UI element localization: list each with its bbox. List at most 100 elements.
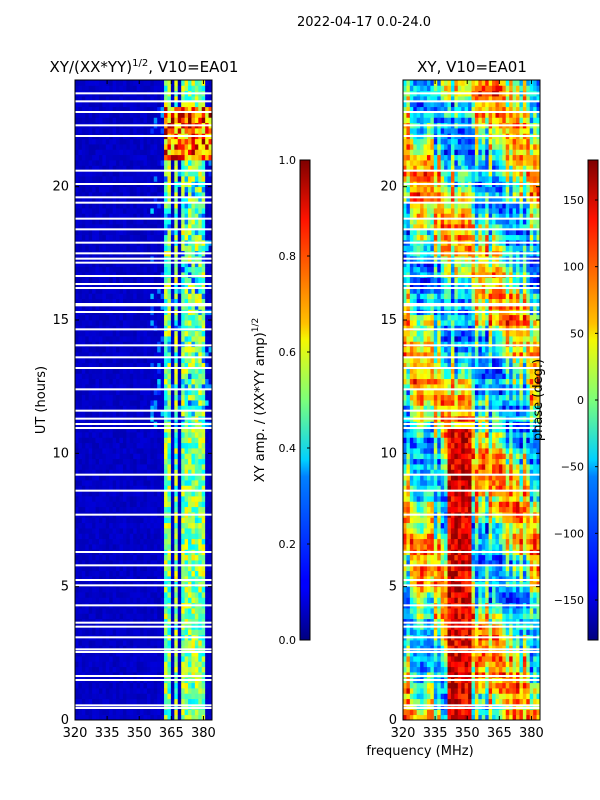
heatmap-cell — [126, 560, 131, 566]
heatmap-cell — [146, 202, 151, 209]
heatmap-cell — [129, 442, 134, 449]
heatmap-cell — [205, 101, 209, 108]
heatmap-cell — [81, 213, 86, 220]
heatmap-cell — [81, 448, 86, 454]
heatmap-cell — [167, 666, 172, 673]
heatmap-cell — [201, 437, 206, 444]
heatmap-cell — [170, 282, 175, 289]
heatmap-cell — [126, 485, 131, 492]
heatmap-cell — [153, 528, 158, 534]
heatmap-cell — [136, 378, 141, 385]
heatmap-cell — [143, 106, 148, 113]
heatmap-cell — [140, 298, 144, 305]
heatmap-cell — [184, 149, 189, 156]
heatmap-cell — [150, 490, 155, 497]
heatmap-cell — [208, 128, 212, 134]
heatmap-cell — [201, 400, 206, 406]
heatmap-cell — [85, 704, 90, 710]
heatmap-cell — [112, 661, 117, 668]
heatmap-cell — [129, 176, 134, 182]
heatmap-cell — [201, 261, 206, 268]
heatmap-cell — [98, 362, 103, 369]
heatmap-cell — [153, 288, 158, 294]
heatmap-cell — [102, 389, 107, 396]
heatmap-cell — [184, 85, 189, 92]
heatmap-cell — [157, 464, 162, 470]
heatmap-cell — [75, 218, 79, 225]
heatmap-cell — [119, 112, 124, 118]
heatmap-cell — [164, 570, 168, 577]
heatmap-cell — [78, 218, 83, 225]
heatmap-cell — [136, 661, 141, 668]
heatmap-cell — [129, 538, 134, 545]
heatmap-cell — [188, 165, 192, 172]
flagged-time-row — [75, 707, 212, 709]
heatmap-cell — [181, 426, 185, 433]
heatmap-cell — [198, 245, 203, 252]
heatmap-cell — [153, 378, 158, 385]
heatmap-cell — [105, 538, 110, 545]
heatmap-cell — [116, 544, 120, 550]
heatmap-cell — [119, 618, 124, 625]
heatmap-cell — [109, 528, 114, 534]
heatmap-cell — [160, 656, 165, 662]
heatmap-cell — [112, 453, 117, 460]
heatmap-cell — [126, 533, 131, 540]
heatmap-cell — [92, 645, 96, 652]
heatmap-cell — [95, 704, 100, 710]
heatmap-cell — [164, 528, 168, 534]
heatmap-cell — [205, 480, 209, 486]
heatmap-cell — [136, 85, 141, 92]
heatmap-cell — [177, 458, 182, 465]
heatmap-cell — [102, 426, 107, 433]
heatmap-cell — [92, 709, 96, 716]
heatmap-cell — [170, 202, 175, 209]
heatmap-cell — [81, 400, 86, 406]
heatmap-cell — [81, 666, 86, 673]
heatmap-cell — [191, 224, 196, 230]
heatmap-cell — [181, 618, 185, 625]
heatmap-cell — [133, 101, 138, 108]
heatmap-cell — [92, 208, 96, 214]
heatmap-cell — [194, 432, 199, 438]
heatmap-cell — [160, 170, 165, 177]
heatmap-cell — [205, 272, 209, 278]
heatmap-cell — [198, 410, 203, 417]
heatmap-cell — [208, 160, 212, 166]
heatmap-cell — [122, 410, 127, 417]
heatmap-cell — [116, 613, 120, 620]
heatmap-cell — [201, 208, 206, 214]
heatmap-cell — [191, 570, 196, 577]
heatmap-cell — [181, 208, 185, 214]
heatmap-cell — [143, 576, 148, 582]
heatmap-cell — [188, 432, 192, 438]
heatmap-cell — [136, 208, 141, 214]
heatmap-cell — [129, 693, 134, 700]
heatmap-cell — [153, 346, 158, 353]
heatmap-cell — [153, 581, 158, 588]
heatmap-cell — [140, 714, 144, 720]
heatmap-cell — [174, 368, 179, 374]
heatmap-cell — [129, 170, 134, 177]
heatmap-cell — [119, 208, 124, 214]
heatmap-cell — [184, 346, 189, 353]
heatmap-cell — [146, 709, 151, 716]
heatmap-cell — [85, 544, 90, 550]
heatmap-cell — [78, 538, 83, 545]
heatmap-cell — [416, 704, 421, 710]
heatmap-cell — [153, 448, 158, 454]
heatmap-cell — [88, 106, 93, 113]
heatmap-cell — [95, 682, 100, 689]
heatmap-cell — [164, 357, 168, 364]
heatmap-cell — [177, 298, 182, 305]
heatmap-cell — [140, 704, 144, 710]
heatmap-cell — [150, 176, 155, 182]
heatmap-cell — [174, 656, 179, 662]
heatmap-cell — [81, 682, 86, 689]
heatmap-cell — [109, 293, 114, 300]
heatmap-cell — [198, 682, 203, 689]
heatmap-cell — [150, 714, 155, 720]
heatmap-cell — [153, 368, 158, 374]
heatmap-cell — [177, 282, 182, 289]
heatmap-cell — [133, 474, 138, 481]
